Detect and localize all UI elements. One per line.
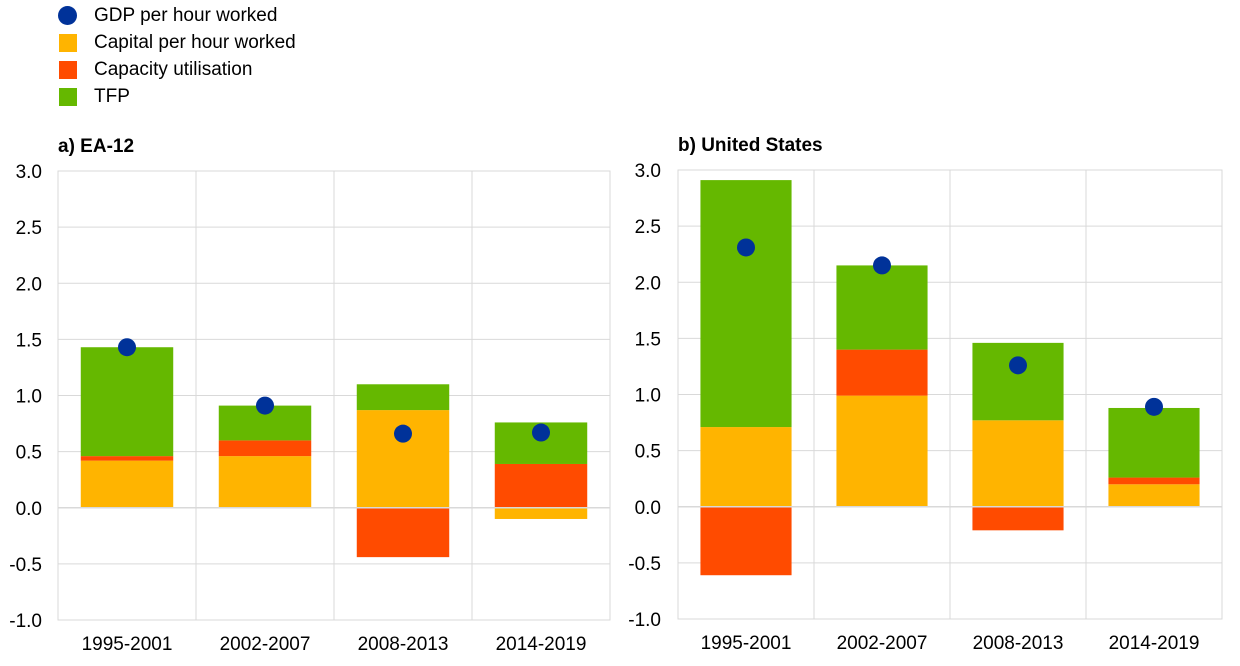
- bar-segment: [972, 420, 1064, 507]
- y-tick-label: -0.5: [9, 555, 42, 576]
- y-tick-label: 2.0: [635, 273, 661, 294]
- y-tick-label: 1.0: [635, 386, 661, 407]
- legend-dot-marker: [58, 6, 77, 25]
- bar-segment: [80, 347, 174, 457]
- legend-label: TFP: [94, 86, 130, 107]
- chart-panel-2: b) United States 3.0 2.5 2.0 1.5 1.0 0.5 0.0 -0.…: [628, 135, 1223, 654]
- y-tick-label: 2.5: [635, 217, 661, 238]
- bar-segment: [494, 463, 588, 508]
- y-tick-label: 0.5: [16, 443, 42, 464]
- legend-color-swatch: [59, 61, 77, 79]
- x-tick-label: 2008-2013: [973, 633, 1064, 654]
- y-tick-label: 2.0: [16, 274, 42, 295]
- bar-segment: [218, 456, 312, 508]
- bar-segment: [700, 180, 792, 428]
- panel-title: a) EA-12: [58, 136, 134, 157]
- bar-segment: [700, 427, 792, 507]
- legend-item: GDP per hour worked: [56, 4, 296, 31]
- x-tick-label: 2014-2019: [1109, 633, 1200, 654]
- y-tick-label: 3.0: [16, 162, 42, 183]
- gdp-point: [394, 424, 412, 443]
- legend: GDP per hour worked Capital per hour work…: [56, 4, 296, 112]
- bar-segment: [836, 349, 928, 396]
- y-tick-label: -1.0: [9, 611, 42, 632]
- bar-segment: [356, 507, 450, 558]
- legend-item: Capacity utilisation: [56, 58, 296, 85]
- bar-segment: [494, 507, 588, 519]
- gdp-point: [256, 396, 274, 415]
- gdp-point: [118, 338, 136, 357]
- y-tick-label: 2.5: [16, 218, 42, 239]
- bar-segment: [1108, 484, 1200, 507]
- y-tick-label: -1.0: [628, 610, 661, 631]
- y-tick-label: 0.5: [635, 442, 661, 463]
- bar-segment: [972, 342, 1064, 421]
- y-tick-label: 1.0: [16, 387, 42, 408]
- x-tick-label: 1995-2001: [82, 634, 173, 655]
- bar-segment: [218, 440, 312, 457]
- y-tick-label: 3.0: [635, 161, 661, 182]
- chart-panel-1: a) EA-12 3.0 2.5 2.0 1.5 1.0 0.5 0.0 -0.5 -1.0 199…: [9, 136, 611, 655]
- legend-label: GDP per hour worked: [94, 5, 278, 26]
- bar-segment: [836, 395, 928, 507]
- y-tick-label: 0.0: [635, 498, 661, 519]
- bar-segment: [700, 506, 792, 576]
- gdp-point: [737, 238, 755, 257]
- bar-segment: [80, 460, 174, 508]
- bar-segment: [80, 456, 174, 461]
- gdp-point: [873, 256, 891, 275]
- bar-segment: [972, 506, 1064, 531]
- legend-color-swatch: [59, 88, 77, 106]
- gdp-point: [1145, 397, 1163, 416]
- bar-segment: [836, 265, 928, 350]
- x-tick-label: 2008-2013: [358, 634, 449, 655]
- bar-segment: [1108, 477, 1200, 485]
- x-tick-label: 2002-2007: [220, 634, 311, 655]
- panel-title: b) United States: [678, 135, 823, 156]
- legend-label: Capital per hour worked: [94, 32, 296, 53]
- bar-segment: [1108, 407, 1200, 478]
- x-tick-label: 2014-2019: [496, 634, 587, 655]
- legend-item: TFP: [56, 85, 296, 112]
- gdp-point: [1009, 356, 1027, 375]
- gdp-point: [532, 423, 550, 442]
- x-tick-label: 1995-2001: [701, 633, 792, 654]
- y-tick-label: 1.5: [635, 329, 661, 350]
- y-tick-label: 0.0: [16, 499, 42, 520]
- legend-label: Capacity utilisation: [94, 59, 253, 80]
- legend-color-swatch: [59, 34, 77, 52]
- bar-segment: [356, 384, 450, 411]
- legend-item: Capital per hour worked: [56, 31, 296, 58]
- y-tick-label: -0.5: [628, 554, 661, 575]
- y-tick-label: 1.5: [16, 330, 42, 351]
- x-tick-label: 2002-2007: [837, 633, 928, 654]
